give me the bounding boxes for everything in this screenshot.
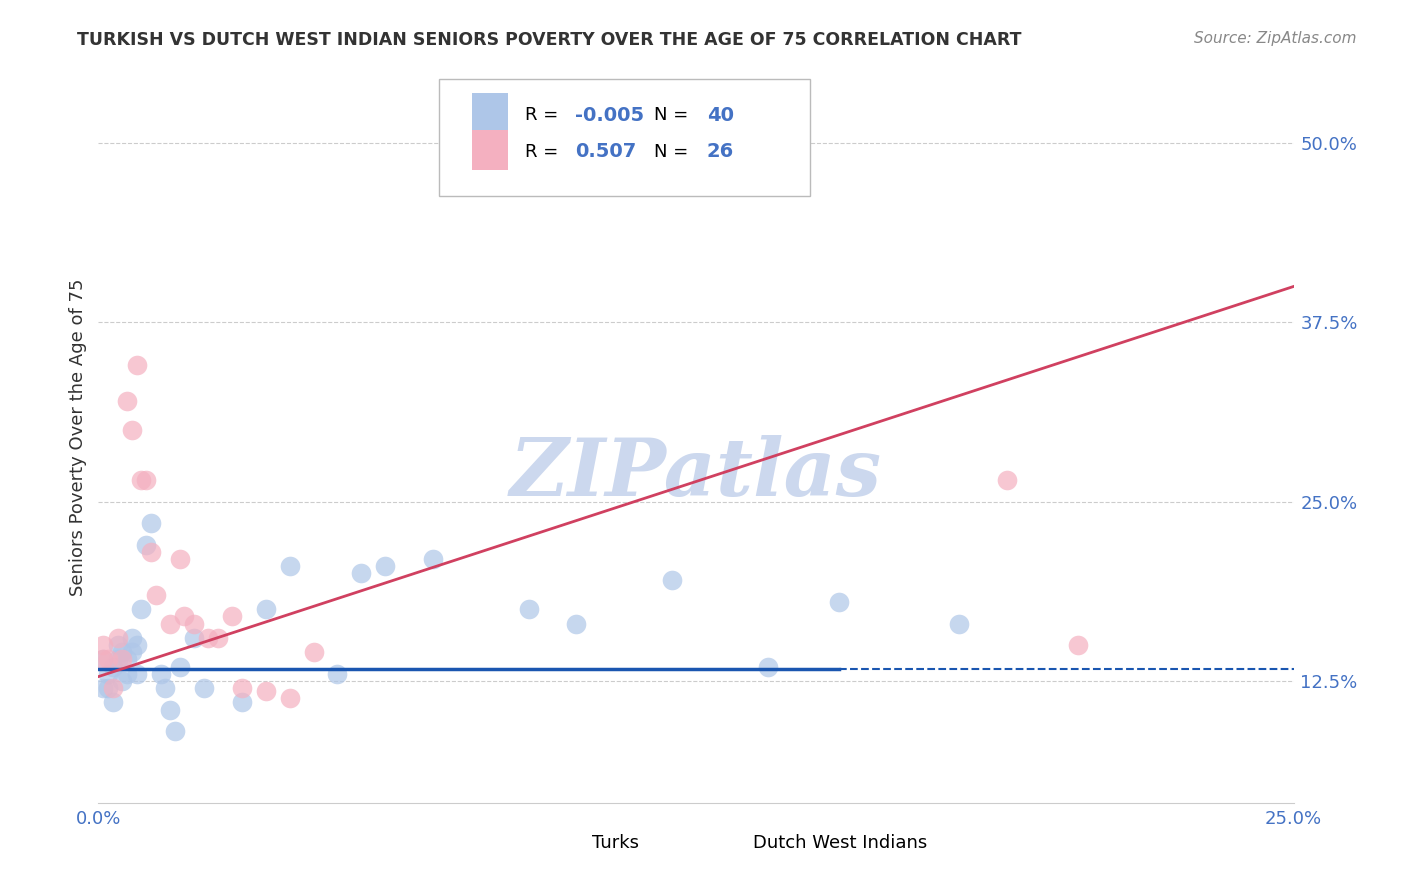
Point bbox=[91, 681, 114, 695]
Point bbox=[115, 666, 138, 681]
Point bbox=[183, 616, 205, 631]
Point bbox=[159, 616, 181, 631]
Point bbox=[101, 695, 124, 709]
Point bbox=[948, 616, 970, 631]
Point bbox=[517, 602, 540, 616]
Y-axis label: Seniors Poverty Over the Age of 75: Seniors Poverty Over the Age of 75 bbox=[69, 278, 87, 596]
Point bbox=[422, 552, 444, 566]
Bar bbox=[709, 825, 744, 862]
Point bbox=[302, 645, 325, 659]
Point bbox=[131, 473, 153, 487]
Point bbox=[254, 602, 277, 616]
Point bbox=[111, 652, 134, 666]
Text: R =: R = bbox=[524, 106, 564, 124]
Point bbox=[115, 394, 138, 409]
Point bbox=[231, 681, 253, 695]
Point bbox=[169, 552, 191, 566]
Point bbox=[211, 810, 233, 824]
Point bbox=[107, 638, 129, 652]
Point bbox=[995, 473, 1018, 487]
Text: Turks: Turks bbox=[592, 834, 638, 852]
Text: N =: N = bbox=[654, 143, 695, 161]
Point bbox=[169, 659, 191, 673]
Point bbox=[91, 652, 114, 666]
Point bbox=[121, 423, 143, 437]
Point bbox=[139, 545, 162, 559]
Text: R =: R = bbox=[524, 143, 569, 161]
Point bbox=[254, 684, 277, 698]
Text: 0.507: 0.507 bbox=[575, 143, 637, 161]
Point bbox=[326, 666, 349, 681]
Point bbox=[121, 645, 143, 659]
Point bbox=[135, 538, 157, 552]
Point bbox=[159, 702, 181, 716]
Point bbox=[91, 638, 114, 652]
Point bbox=[145, 588, 167, 602]
Point bbox=[91, 652, 114, 666]
Point bbox=[661, 574, 683, 588]
Point bbox=[139, 516, 162, 530]
Point bbox=[149, 666, 172, 681]
Point bbox=[828, 595, 851, 609]
Bar bbox=[472, 130, 509, 170]
Point bbox=[173, 609, 195, 624]
Point bbox=[221, 609, 243, 624]
Bar bbox=[547, 825, 582, 862]
Bar bbox=[472, 94, 509, 134]
Point bbox=[107, 631, 129, 645]
Text: TURKISH VS DUTCH WEST INDIAN SENIORS POVERTY OVER THE AGE OF 75 CORRELATION CHAR: TURKISH VS DUTCH WEST INDIAN SENIORS POV… bbox=[77, 31, 1022, 49]
Point bbox=[278, 691, 301, 706]
Point bbox=[231, 695, 253, 709]
Point bbox=[101, 681, 124, 695]
Point bbox=[207, 631, 229, 645]
Point bbox=[131, 602, 153, 616]
Point bbox=[115, 652, 138, 666]
Point bbox=[278, 559, 301, 574]
Text: 26: 26 bbox=[707, 143, 734, 161]
Text: -0.005: -0.005 bbox=[575, 106, 644, 125]
Point bbox=[183, 631, 205, 645]
Point bbox=[193, 681, 215, 695]
Point bbox=[97, 681, 120, 695]
Point bbox=[125, 638, 148, 652]
Point bbox=[111, 645, 134, 659]
Point bbox=[97, 652, 120, 666]
Point bbox=[197, 631, 219, 645]
Point bbox=[565, 616, 588, 631]
Text: ZIPatlas: ZIPatlas bbox=[510, 435, 882, 512]
Point bbox=[1067, 638, 1090, 652]
Point bbox=[163, 724, 186, 739]
Point bbox=[125, 666, 148, 681]
Point bbox=[97, 666, 120, 681]
Point bbox=[111, 673, 134, 688]
Point bbox=[350, 566, 373, 581]
Point bbox=[101, 659, 124, 673]
Point bbox=[107, 652, 129, 666]
Point bbox=[756, 659, 779, 673]
Point bbox=[125, 359, 148, 373]
Point bbox=[135, 473, 157, 487]
Text: Dutch West Indians: Dutch West Indians bbox=[754, 834, 928, 852]
Text: N =: N = bbox=[654, 106, 695, 124]
FancyBboxPatch shape bbox=[439, 78, 810, 195]
Point bbox=[155, 681, 177, 695]
Text: Source: ZipAtlas.com: Source: ZipAtlas.com bbox=[1194, 31, 1357, 46]
Point bbox=[121, 631, 143, 645]
Text: 40: 40 bbox=[707, 106, 734, 125]
Point bbox=[374, 559, 396, 574]
